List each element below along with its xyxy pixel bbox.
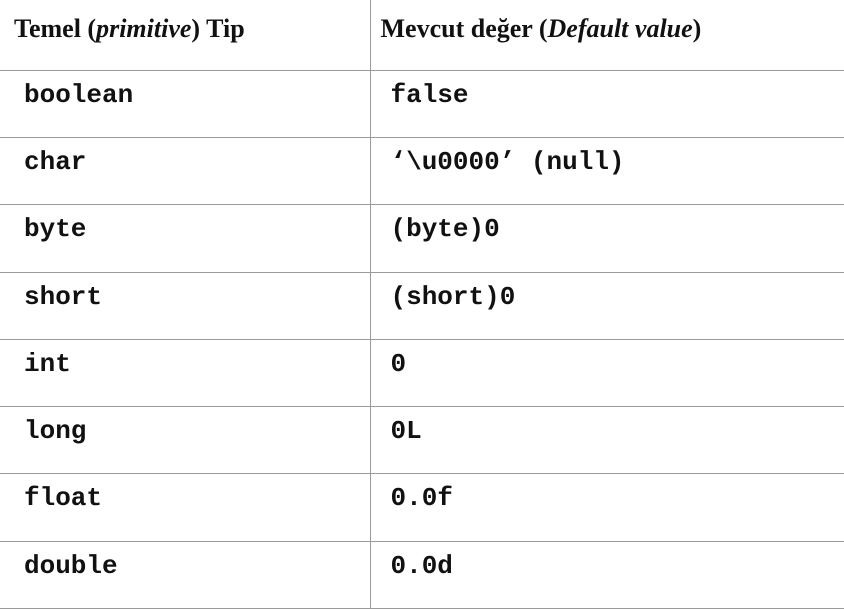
default-value-cell: 0.0f — [369, 473, 844, 542]
type-cell: float — [0, 473, 371, 542]
default-value-cell: 0.0d — [369, 540, 844, 609]
header-default-value: Mevcut değer (Default value) — [369, 0, 844, 71]
header-default-value-em: Default value — [547, 14, 693, 43]
type-cell: char — [0, 137, 371, 206]
header-default-value-pre: Mevcut değer ( — [380, 14, 548, 43]
table-row: float 0.0f — [0, 473, 844, 542]
table-header-row: Temel (primitive) Tip Mevcut değer (Defa… — [0, 0, 844, 71]
table-row: short (short)0 — [0, 271, 844, 340]
type-cell: boolean — [0, 69, 371, 139]
table-row: char ‘\u0000’ (null) — [0, 137, 844, 206]
header-primitive-type-post: ) Tip — [191, 14, 245, 43]
table-row: long 0L — [0, 406, 844, 475]
type-cell: int — [0, 338, 371, 408]
type-cell: long — [0, 406, 371, 475]
default-value-cell: false — [369, 69, 844, 139]
default-value-cell: 0L — [369, 406, 844, 475]
table-row: byte (byte)0 — [0, 204, 844, 273]
default-value-cell: ‘\u0000’ (null) — [369, 137, 844, 206]
header-primitive-type-pre: Temel ( — [14, 14, 97, 43]
default-value-cell: 0 — [369, 338, 844, 408]
table-row: boolean false — [0, 69, 844, 139]
table-row: double 0.0d — [0, 540, 844, 609]
default-value-cell: (byte)0 — [369, 204, 844, 273]
table-row: int 0 — [0, 338, 844, 408]
header-primitive-type: Temel (primitive) Tip — [0, 0, 371, 71]
header-primitive-type-em: primitive — [96, 14, 192, 43]
header-default-value-post: ) — [692, 14, 702, 43]
type-cell: short — [0, 271, 371, 340]
type-cell: double — [0, 540, 371, 609]
default-value-cell: (short)0 — [369, 271, 844, 340]
type-cell: byte — [0, 204, 371, 273]
